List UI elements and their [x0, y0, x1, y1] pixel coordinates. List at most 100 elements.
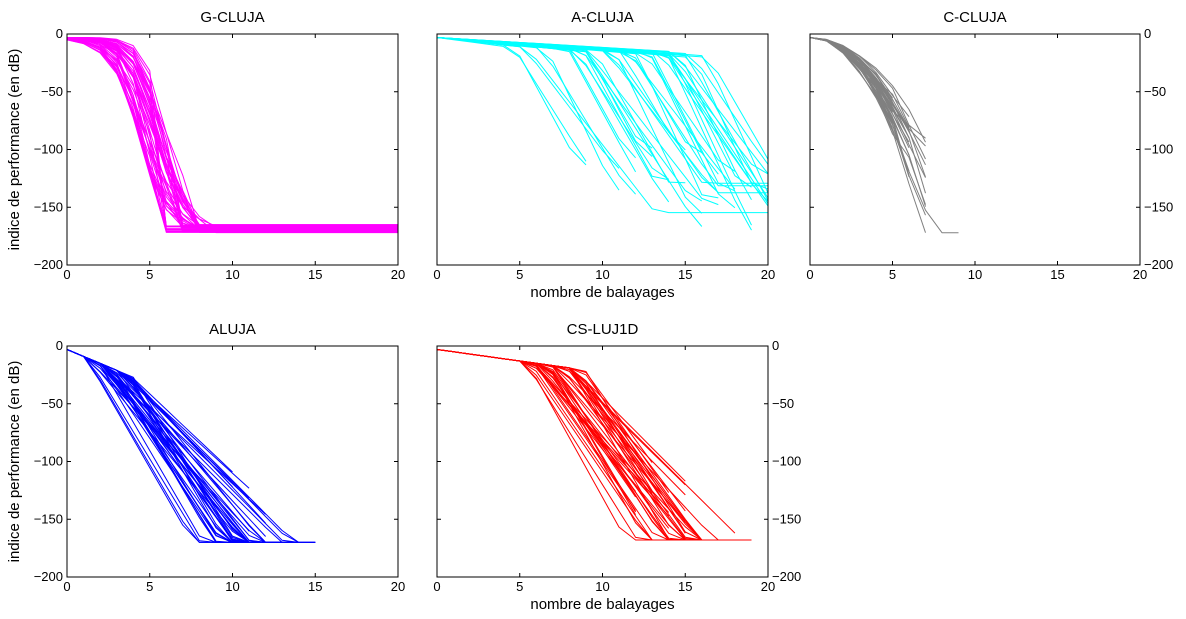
x-tick-label: 0 — [433, 579, 440, 594]
y-tick-label: −50 — [1144, 84, 1166, 99]
x-tick-label: 15 — [678, 267, 692, 282]
y-tick-label: −50 — [772, 396, 794, 411]
x-tick-label: 20 — [761, 267, 775, 282]
y-tick-label: −150 — [34, 511, 63, 526]
series-line — [437, 37, 768, 194]
series-line — [437, 37, 719, 193]
y-axis-label: indice de performance (en dB) — [6, 361, 23, 563]
series-line — [810, 37, 910, 149]
x-tick-label: 20 — [391, 579, 405, 594]
y-tick-label: −200 — [34, 569, 63, 584]
y-axis-label: indice de performance (en dB) — [6, 49, 23, 251]
y-tick-label: −50 — [41, 84, 63, 99]
x-tick-label: 10 — [225, 267, 239, 282]
y-tick-label: −200 — [34, 257, 63, 272]
series-line — [437, 37, 752, 201]
series-group — [437, 37, 768, 231]
series-group — [67, 349, 316, 543]
y-tick-label: 0 — [772, 338, 779, 353]
series-line — [437, 349, 735, 541]
series-line — [67, 37, 398, 231]
x-tick-label: 20 — [761, 579, 775, 594]
y-tick-label: −200 — [1144, 257, 1173, 272]
x-tick-label: 0 — [433, 267, 440, 282]
series-line — [67, 37, 398, 229]
y-tick-label: −100 — [34, 142, 63, 157]
series-line — [437, 37, 768, 175]
series-line — [810, 37, 893, 122]
y-tick-label: 0 — [56, 338, 63, 353]
panel-a-cluja: A-CLUJA 0 5 10 15 20 nombre de balayages — [433, 9, 775, 301]
series-line — [810, 37, 926, 139]
series-line — [437, 349, 686, 482]
series-line — [437, 349, 686, 523]
x-tick-label: 5 — [146, 579, 153, 594]
chart-title: ALUJA — [209, 321, 256, 338]
series-line — [437, 37, 703, 227]
x-tick-label: 0 — [63, 579, 70, 594]
x-tick-label: 0 — [63, 267, 70, 282]
x-tick-label: 10 — [595, 267, 609, 282]
x-axis-label: nombre de balayages — [530, 284, 674, 301]
x-tick-label: 0 — [806, 267, 813, 282]
x-tick-label: 5 — [889, 267, 896, 282]
series-line — [437, 349, 735, 541]
chart-title: G-CLUJA — [200, 9, 264, 26]
x-tick-label: 15 — [308, 579, 322, 594]
y-tick-label: −150 — [772, 511, 801, 526]
x-tick-label: 15 — [308, 267, 322, 282]
series-line — [437, 349, 735, 541]
series-line — [437, 37, 637, 173]
series-line — [437, 37, 686, 151]
x-tick-label: 15 — [678, 579, 692, 594]
panel-c-cluja: C-CLUJA 0 5 10 15 20 0 −50 −100 −150 −200 — [806, 9, 1173, 282]
series-line — [437, 37, 768, 175]
series-line — [437, 37, 587, 162]
x-tick-label: 10 — [968, 267, 982, 282]
series-line — [437, 349, 653, 541]
plot-frame — [436, 33, 769, 266]
series-line — [437, 37, 768, 204]
y-tick-label: −150 — [34, 199, 63, 214]
y-tick-label: 0 — [56, 26, 63, 41]
plot-frame — [436, 345, 769, 578]
panel-g-cluja: G-CLUJA 0 5 10 15 20 0 −50 −100 −150 −200 indice de… — [6, 9, 405, 282]
chart-title: C-CLUJA — [943, 9, 1006, 26]
series-line — [437, 37, 669, 181]
series-group — [437, 349, 752, 541]
y-tick-label: −150 — [1144, 199, 1173, 214]
series-line — [437, 37, 768, 160]
series-line — [437, 37, 703, 202]
x-tick-label: 10 — [595, 579, 609, 594]
panel-aluja: ALUJA 0 5 10 15 20 0 −50 −100 −150 −200 indice de p… — [6, 321, 405, 594]
y-tick-label: −100 — [772, 454, 801, 469]
series-line — [437, 37, 736, 192]
series-line — [437, 37, 669, 180]
series-line — [67, 37, 398, 231]
x-tick-label: 20 — [391, 267, 405, 282]
x-axis-label: nombre de balayages — [530, 596, 674, 613]
series-line — [67, 349, 283, 543]
x-tick-label: 10 — [225, 579, 239, 594]
x-tick-label: 5 — [516, 579, 523, 594]
chart-title: CS-LUJ1D — [567, 321, 639, 338]
x-tick-label: 15 — [1050, 267, 1064, 282]
y-tick-label: −100 — [34, 454, 63, 469]
y-tick-label: 0 — [1144, 26, 1151, 41]
series-line — [437, 37, 768, 202]
series-group — [67, 37, 398, 234]
series-line — [810, 37, 926, 143]
series-line — [437, 37, 768, 201]
series-line — [67, 349, 266, 543]
series-line — [67, 37, 398, 226]
y-tick-label: −100 — [1144, 142, 1173, 157]
series-line — [67, 38, 398, 227]
series-line — [437, 37, 719, 206]
series-line — [437, 349, 736, 534]
series-line — [437, 349, 686, 486]
series-line — [810, 37, 959, 234]
y-tick-label: −50 — [41, 396, 63, 411]
series-line — [67, 349, 233, 543]
x-tick-label: 5 — [516, 267, 523, 282]
